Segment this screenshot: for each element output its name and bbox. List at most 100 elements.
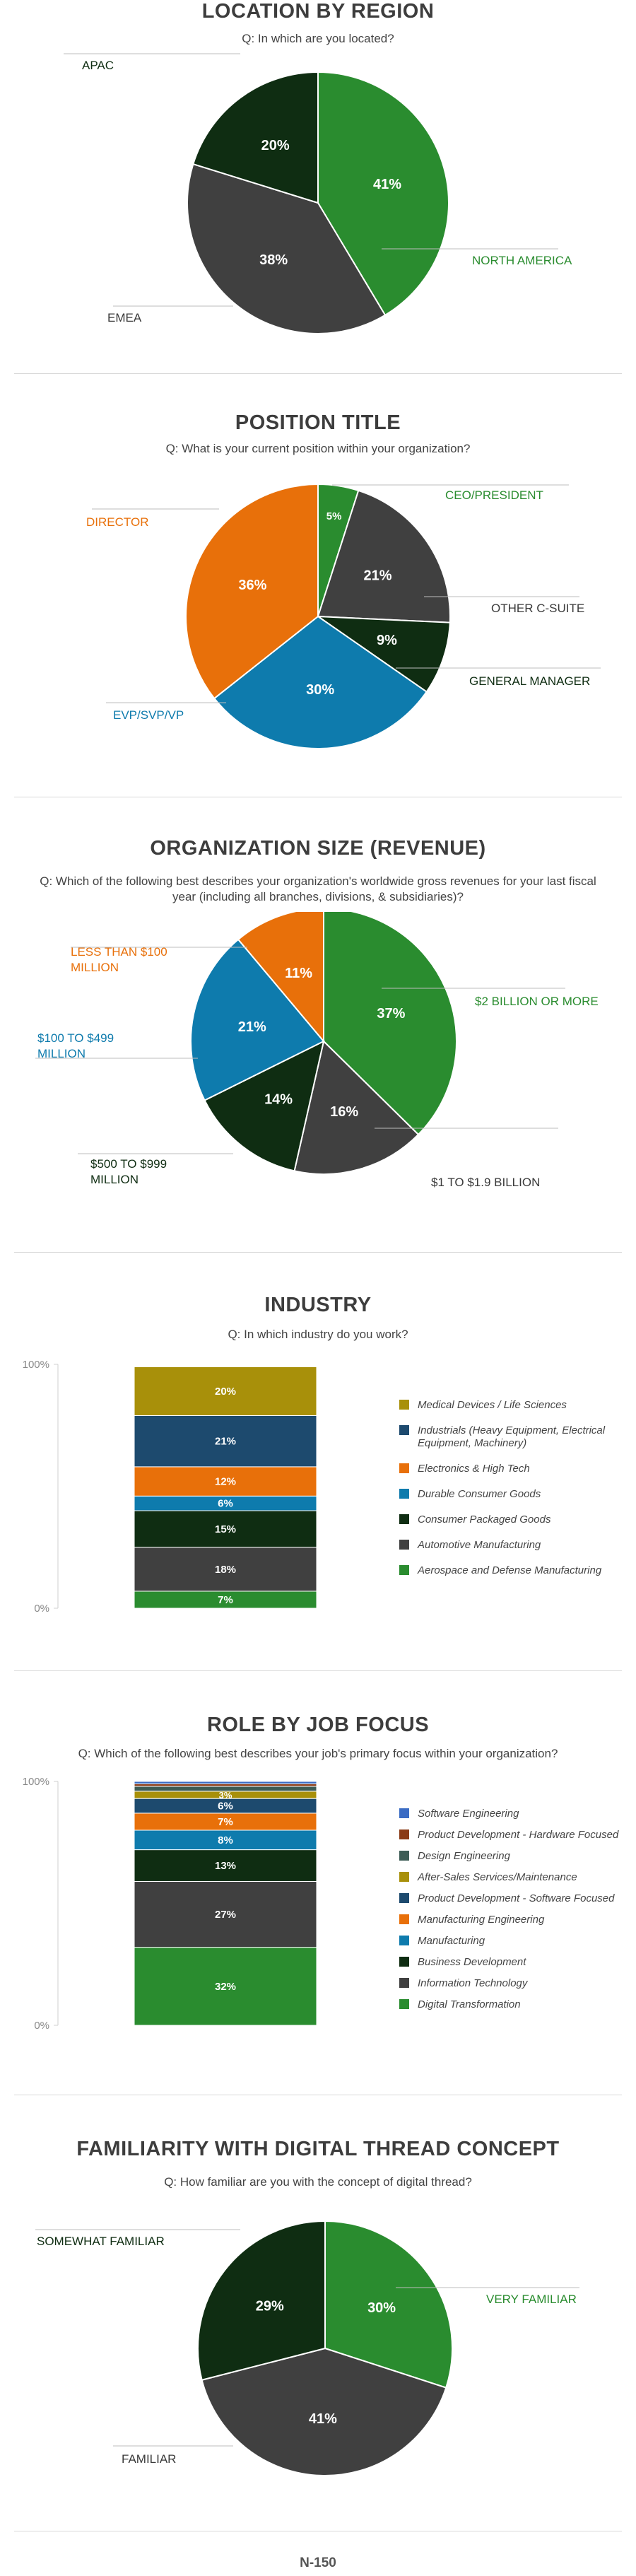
pie-category-label-evp-svp-vp: EVP/SVP/VP [113, 708, 184, 722]
bar-segment-digital-transformation [134, 1947, 317, 2026]
legend-label-aerospace-and-defense-manufacturing: Aerospace and Defense Manufacturing [417, 1564, 602, 1576]
bar-value-label: 20% [215, 1386, 236, 1398]
legend-label-product-development-hardware-focused: Product Development - Hardware Focused [418, 1829, 619, 1841]
pie-value-label: 16% [330, 1104, 358, 1120]
bar-value-label: 8% [218, 1834, 233, 1846]
pie-slice-1-to-1-9-billion [293, 1040, 420, 1175]
pie-slice-less-than-100-million [237, 912, 324, 1043]
bar-segment-manufacturing-engineering [134, 1813, 317, 1831]
pie-category-label-director: DIRECTOR [86, 515, 148, 529]
bar-value-label: 7% [218, 1594, 233, 1606]
legend-label-manufacturing: Manufacturing [418, 1935, 485, 1947]
pie-category-label-100-to-499-million: $100 TO $499 MILLION [37, 1031, 114, 1060]
bar-value-label: 6% [218, 1498, 233, 1510]
bar-value-label: 6% [218, 1801, 233, 1813]
pie-slice-very-familiar [324, 2220, 453, 2389]
pie-value-label: 9% [377, 633, 397, 648]
industry-question: Q: In which industry do you work? [228, 1328, 408, 1341]
y-tick-label: 0% [34, 1603, 49, 1615]
familiarity-title: FAMILIARITY WITH DIGITAL THREAD CONCEPT [76, 2138, 560, 2160]
bar-value-label: 18% [215, 1564, 236, 1576]
bar-segment-information-technology [134, 1880, 317, 1948]
pie-slice-general-manager [315, 615, 451, 693]
bar-value-label: 7% [218, 1816, 233, 1828]
legend-label-after-sales-services-maintenance: After-Sales Services/Maintenance [417, 1871, 577, 1883]
section-divider [14, 1670, 622, 1671]
region-pie-chart: 41% NORTH AMERICA 38% EMEA 20% APAC [64, 53, 572, 334]
industry-title: INDUSTRY [264, 1294, 372, 1316]
pie-slice-500-to-999-million [204, 1040, 325, 1172]
pie-slice-north-america [317, 71, 449, 317]
pie-value-label: 20% [261, 138, 290, 153]
bar-value-label: 21% [215, 1436, 236, 1448]
pie-value-label: 21% [238, 1019, 266, 1035]
legend-label-product-development-software-focused: Product Development - Software Focused [418, 1892, 615, 1904]
bar-segment-software-engineering [134, 1781, 317, 1784]
pie-category-label-less-than-100-million: LESS THAN $100 MILLION [71, 945, 167, 974]
pie-slice-familiar [201, 2347, 447, 2476]
pie-slice-evp-svp-vp [213, 615, 428, 749]
legend-swatch [399, 1978, 409, 1988]
industry-stacked-bar-chart: 100% 0% 7% 18% 15% 6% 12% 21% 20% Medical Devices… [23, 1359, 606, 1615]
pie-category-label-ceo-president: CEO/PRESIDENT [445, 488, 543, 502]
bar-segment-industrials-heavy-equipment-electrical-equipment-machinery [134, 1415, 317, 1468]
org-size-title: ORGANIZATION SIZE (REVENUE) [150, 837, 486, 860]
pie-category-label-1-to-1-9-billion: $1 TO $1.9 BILLION [431, 1176, 540, 1189]
position-question: Q: What is your current position within … [165, 442, 471, 455]
legend-label-industrials-heavy-equipment-electrical-equipment-machinery: Industrials (Heavy Equipment, Electrical… [418, 1424, 606, 1449]
pie-category-label-general-manager: GENERAL MANAGER [469, 674, 590, 688]
pie-category-label-2-billion-or-more: $2 BILLION OR MORE [475, 995, 599, 1008]
legend-swatch [399, 1400, 409, 1410]
pie-category-label-somewhat-familiar: SOMEWHAT FAMILIAR [37, 2235, 165, 2248]
pie-slice-emea [187, 163, 387, 334]
legend-swatch [399, 1893, 409, 1903]
familiarity-question: Q: How familiar are you with the concept… [164, 2175, 472, 2189]
pie-category-label-emea: EMEA [107, 311, 142, 324]
pie-value-label: 21% [363, 568, 391, 583]
pie-slice-2-billion-or-more [323, 912, 457, 1136]
legend-label-electronics-high-tech: Electronics & High Tech [418, 1463, 530, 1475]
legend-swatch [399, 1829, 409, 1839]
legend-label-business-development: Business Development [418, 1956, 526, 1968]
pie-value-label: 11% [285, 966, 312, 981]
bar-value-label: 15% [215, 1523, 236, 1535]
bar-segment-medical-devices-life-sciences [134, 1366, 317, 1416]
bar-segment-business-development [134, 1849, 317, 1882]
legend-swatch [399, 1914, 409, 1924]
job-focus-title: ROLE BY JOB FOCUS [206, 1714, 430, 1736]
pie-value-label: 37% [377, 1006, 405, 1021]
section-divider [14, 373, 622, 374]
legend-swatch [399, 1936, 409, 1945]
bar-value-label: 12% [215, 1476, 236, 1488]
legend-label-durable-consumer-goods: Durable Consumer Goods [418, 1488, 541, 1500]
region-question: Q: In which are you located? [242, 32, 394, 45]
bar-segment-product-development-hardware-focused [134, 1783, 317, 1787]
bar-value-label: 32% [215, 1981, 236, 1993]
legend-swatch [399, 1565, 409, 1575]
legend-swatch [399, 1540, 409, 1550]
legend-label-manufacturing-engineering: Manufacturing Engineering [418, 1914, 545, 1926]
job-focus-stacked-bar-chart: 100% 0% 32% 27% 13% 8% 7% 6%3% Software Engineer… [23, 1776, 619, 2032]
pie-slice-apac [192, 71, 319, 204]
y-tick-label: 100% [23, 1776, 49, 1788]
pie-slice-somewhat-familiar [197, 2220, 326, 2381]
legend-swatch [399, 1425, 409, 1435]
pie-value-label: 38% [259, 252, 288, 268]
region-title: LOCATION BY REGION [201, 0, 435, 23]
y-tick-label: 100% [23, 1359, 49, 1371]
legend-label-software-engineering: Software Engineering [418, 1808, 519, 1820]
bar-value-label: 13% [215, 1860, 236, 1872]
pie-category-label-apac: APAC [82, 59, 114, 72]
bar-value-label: 3% [219, 1790, 232, 1801]
familiarity-pie-chart: 30% VERY FAMILIAR 41% FAMILIAR 29% SOMEWHAT F… [35, 2220, 579, 2476]
legend-swatch [399, 1999, 409, 2009]
pie-value-label: 30% [306, 682, 334, 698]
bar-segment-design-engineering [134, 1786, 317, 1792]
bar-segment-consumer-packaged-goods [134, 1510, 317, 1548]
legend-swatch [399, 1851, 409, 1861]
legend-swatch [399, 1489, 409, 1499]
legend-label-consumer-packaged-goods: Consumer Packaged Goods [418, 1514, 551, 1526]
legend-label-medical-devices-life-sciences: Medical Devices / Life Sciences [418, 1399, 567, 1411]
position-pie-chart: 5% CEO/PRESIDENT 21% OTHER C-SUITE 9% GENERAL… [86, 483, 601, 749]
bar-segment-manufacturing [134, 1829, 317, 1851]
